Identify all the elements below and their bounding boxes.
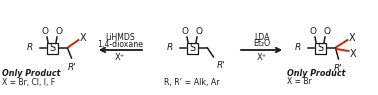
FancyBboxPatch shape [186, 42, 197, 53]
Text: LDA: LDA [254, 32, 270, 42]
Text: Et₂O: Et₂O [253, 40, 271, 49]
Text: R: R [295, 44, 301, 53]
Text: Only Product: Only Product [2, 70, 60, 78]
Text: S: S [317, 43, 323, 53]
Text: R: R [27, 44, 33, 53]
Text: X⁺: X⁺ [115, 53, 125, 63]
Text: R': R' [334, 64, 343, 73]
Text: R, R’ = Alk, Ar: R, R’ = Alk, Ar [164, 78, 220, 87]
Text: X = Br, Cl, I, F: X = Br, Cl, I, F [2, 78, 55, 87]
Text: O: O [195, 27, 203, 36]
Text: R': R' [68, 63, 77, 72]
Text: Only Product: Only Product [287, 70, 345, 78]
Text: LiHMDS: LiHMDS [105, 32, 135, 42]
FancyBboxPatch shape [314, 42, 325, 53]
Text: O: O [324, 27, 330, 36]
Text: 1,4-dioxane: 1,4-dioxane [97, 40, 143, 49]
Text: X: X [349, 33, 356, 43]
Text: O: O [310, 27, 316, 36]
Text: X: X [80, 33, 87, 43]
Text: O: O [42, 27, 48, 36]
Text: R': R' [217, 61, 225, 70]
Text: X: X [350, 49, 357, 59]
Text: X = Br: X = Br [287, 78, 312, 87]
Text: S: S [189, 43, 195, 53]
FancyBboxPatch shape [46, 42, 57, 53]
Text: X⁺: X⁺ [257, 53, 267, 63]
Text: O: O [56, 27, 62, 36]
Text: O: O [181, 27, 189, 36]
Text: R: R [167, 44, 173, 53]
Text: S: S [49, 43, 55, 53]
